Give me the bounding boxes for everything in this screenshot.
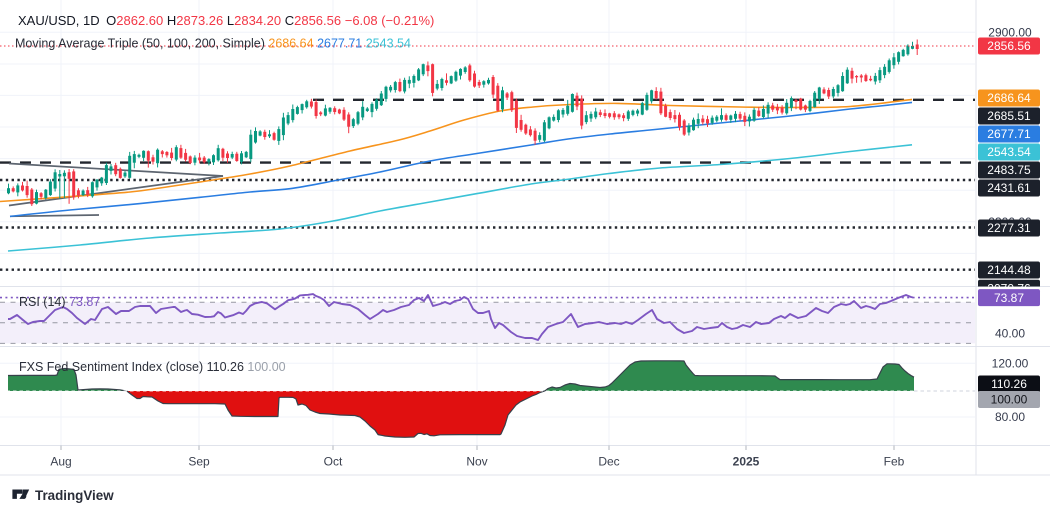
- svg-text:FXS Fed Sentiment Index (close: FXS Fed Sentiment Index (close) 110.26 1…: [19, 360, 286, 374]
- svg-text:2685.51: 2685.51: [987, 109, 1031, 123]
- svg-text:2677.71: 2677.71: [987, 127, 1031, 141]
- svg-text:2144.48: 2144.48: [987, 263, 1031, 277]
- svg-text:Sep: Sep: [188, 455, 210, 469]
- svg-text:110.26: 110.26: [991, 377, 1027, 391]
- svg-text:2543.54: 2543.54: [987, 145, 1031, 159]
- svg-text:2686.64: 2686.64: [987, 91, 1031, 105]
- svg-text:Oct: Oct: [324, 455, 343, 469]
- svg-text:80.00: 80.00: [995, 410, 1025, 424]
- svg-text:Feb: Feb: [884, 455, 905, 469]
- svg-text:2483.75: 2483.75: [987, 163, 1031, 177]
- svg-text:XAU/USD, 1D O2862.60 H2873.26: XAU/USD, 1D O2862.60 H2873.26 L2834.20 C…: [18, 13, 434, 28]
- svg-text:73.87: 73.87: [994, 291, 1024, 305]
- svg-text:120.00: 120.00: [992, 357, 1029, 371]
- svg-text:100.00: 100.00: [991, 393, 1028, 407]
- svg-text:Moving Average Triple (50, 100: Moving Average Triple (50, 100, 200, Sim…: [15, 37, 411, 51]
- svg-text:40.00: 40.00: [995, 326, 1025, 340]
- svg-text:Aug: Aug: [50, 455, 71, 469]
- svg-text:Nov: Nov: [466, 455, 487, 469]
- svg-text:RSI (14) 73.87: RSI (14) 73.87: [19, 295, 100, 309]
- svg-text:2856.56: 2856.56: [987, 39, 1031, 53]
- svg-text:2431.61: 2431.61: [987, 181, 1031, 195]
- svg-text:2070.76: 2070.76: [987, 281, 1031, 295]
- svg-text:2025: 2025: [733, 455, 760, 469]
- svg-text:2900.00: 2900.00: [988, 26, 1032, 40]
- svg-text:TradingView: TradingView: [35, 488, 114, 503]
- svg-text:2277.31: 2277.31: [987, 221, 1031, 235]
- svg-text:Dec: Dec: [598, 455, 619, 469]
